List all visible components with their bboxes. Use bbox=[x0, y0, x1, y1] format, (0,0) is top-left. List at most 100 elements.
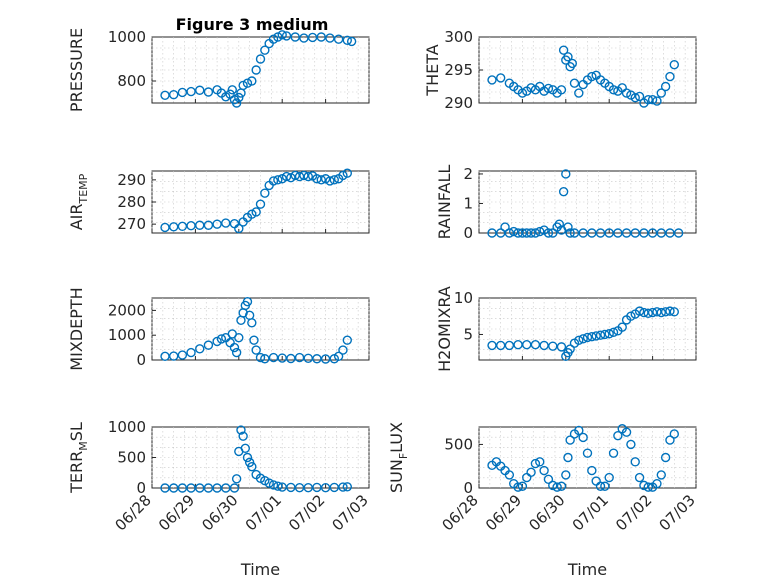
data-point bbox=[160, 222, 170, 233]
data-point bbox=[626, 439, 636, 450]
y-tick-label: 0 bbox=[463, 224, 473, 242]
data-point bbox=[504, 470, 515, 480]
data-point bbox=[242, 297, 253, 307]
y-tick-label: 0 bbox=[463, 479, 473, 497]
x-tick-label: 06/29 bbox=[155, 491, 198, 534]
data-point bbox=[513, 482, 523, 492]
data-point bbox=[652, 478, 662, 489]
data-point bbox=[530, 339, 541, 350]
data-point bbox=[600, 481, 610, 491]
data-point bbox=[543, 228, 554, 238]
y-tick-label: 300 bbox=[444, 28, 473, 46]
data-point bbox=[552, 482, 562, 492]
data-point bbox=[338, 345, 348, 355]
data-point bbox=[669, 60, 679, 70]
data-point bbox=[333, 34, 344, 44]
x-tick-label: 07/01 bbox=[569, 491, 612, 534]
data-point bbox=[643, 94, 653, 105]
data-point bbox=[186, 220, 196, 231]
data-point bbox=[177, 221, 188, 232]
data-point bbox=[604, 472, 614, 483]
data-point bbox=[526, 467, 536, 478]
y-tick-label: 290 bbox=[444, 94, 473, 112]
data-point bbox=[548, 228, 558, 238]
data-point bbox=[487, 75, 497, 85]
data-point bbox=[227, 85, 237, 95]
data-point bbox=[203, 220, 214, 230]
data-point bbox=[669, 429, 679, 439]
data-point bbox=[630, 93, 640, 103]
subplot-sun_flux: 0 500 06/28 06/29 06/30 07/01 07/02 07/03 Time SU… bbox=[387, 422, 699, 579]
x-tick-label: 06/28 bbox=[439, 491, 482, 534]
data-point bbox=[231, 98, 242, 108]
data-point bbox=[247, 461, 257, 472]
data-point bbox=[660, 452, 671, 463]
data-point bbox=[251, 345, 261, 355]
data-point bbox=[338, 482, 348, 492]
data-point bbox=[260, 354, 270, 364]
y-tick-label: 280 bbox=[117, 193, 146, 211]
data-point bbox=[554, 219, 564, 229]
data-point bbox=[240, 443, 251, 454]
data-point bbox=[168, 351, 179, 361]
data-point bbox=[556, 481, 567, 491]
y-axis-label: SUNFLUX bbox=[387, 422, 410, 493]
data-point bbox=[669, 307, 679, 317]
data-point bbox=[556, 342, 567, 352]
data-point bbox=[168, 89, 179, 100]
data-point bbox=[168, 222, 179, 232]
data-point bbox=[556, 85, 567, 95]
data-point bbox=[242, 452, 253, 463]
y-tick-label: 800 bbox=[117, 72, 146, 90]
data-point bbox=[249, 335, 259, 345]
data-point bbox=[608, 85, 619, 95]
x-tick-label: 07/03 bbox=[656, 491, 699, 534]
data-point bbox=[587, 465, 597, 476]
data-point bbox=[665, 71, 675, 82]
data-point bbox=[535, 457, 545, 467]
data-point bbox=[234, 223, 244, 234]
data-point bbox=[234, 332, 244, 343]
data-point bbox=[595, 330, 606, 340]
y-tick-label: 290 bbox=[117, 171, 146, 189]
data-point bbox=[504, 340, 515, 351]
data-point bbox=[582, 448, 593, 458]
data-point bbox=[299, 170, 309, 181]
data-point bbox=[578, 334, 588, 344]
data-point bbox=[303, 171, 313, 182]
data-point bbox=[177, 87, 188, 98]
data-point bbox=[307, 32, 318, 43]
data-point bbox=[630, 457, 640, 467]
y-tick-label: 2 bbox=[463, 165, 473, 183]
data-point bbox=[286, 353, 296, 364]
data-point bbox=[617, 322, 627, 332]
y-tick-label: 500 bbox=[444, 435, 473, 453]
y-axis-label: MIXDEPTH bbox=[67, 287, 86, 370]
data-point bbox=[517, 481, 528, 491]
x-tick-label: 07/03 bbox=[329, 491, 372, 534]
data-point bbox=[216, 334, 227, 344]
data-point bbox=[294, 352, 305, 363]
y-tick-label: 5 bbox=[463, 325, 473, 343]
data-point bbox=[526, 228, 536, 238]
data-point bbox=[656, 307, 666, 318]
data-point bbox=[595, 481, 606, 491]
data-point bbox=[177, 350, 188, 360]
data-point bbox=[643, 308, 653, 319]
data-point bbox=[565, 228, 575, 238]
data-point bbox=[656, 470, 666, 480]
y-tick-label: 0 bbox=[136, 479, 146, 497]
data-point bbox=[626, 311, 636, 321]
data-point bbox=[273, 481, 283, 491]
data-point bbox=[299, 33, 309, 43]
x-tick-label: 07/02 bbox=[285, 491, 328, 534]
data-point bbox=[639, 480, 649, 491]
data-point bbox=[582, 332, 593, 343]
data-point bbox=[574, 425, 584, 436]
data-point bbox=[342, 35, 352, 45]
data-point bbox=[578, 432, 588, 443]
y-tick-label: 270 bbox=[117, 215, 146, 233]
data-point bbox=[643, 482, 653, 492]
